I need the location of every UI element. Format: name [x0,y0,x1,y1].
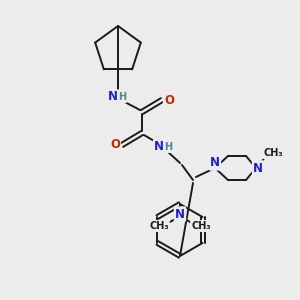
Text: CH₃: CH₃ [191,221,211,231]
Text: H: H [118,92,126,102]
Text: O: O [164,94,174,106]
Text: N: N [108,91,118,103]
Text: N: N [154,140,164,154]
Text: N: N [210,157,220,169]
Text: CH₃: CH₃ [263,148,283,158]
Text: H: H [164,142,172,152]
Text: CH₃: CH₃ [149,221,169,231]
Text: N: N [175,208,185,220]
Text: N: N [253,161,263,175]
Text: O: O [110,139,120,152]
